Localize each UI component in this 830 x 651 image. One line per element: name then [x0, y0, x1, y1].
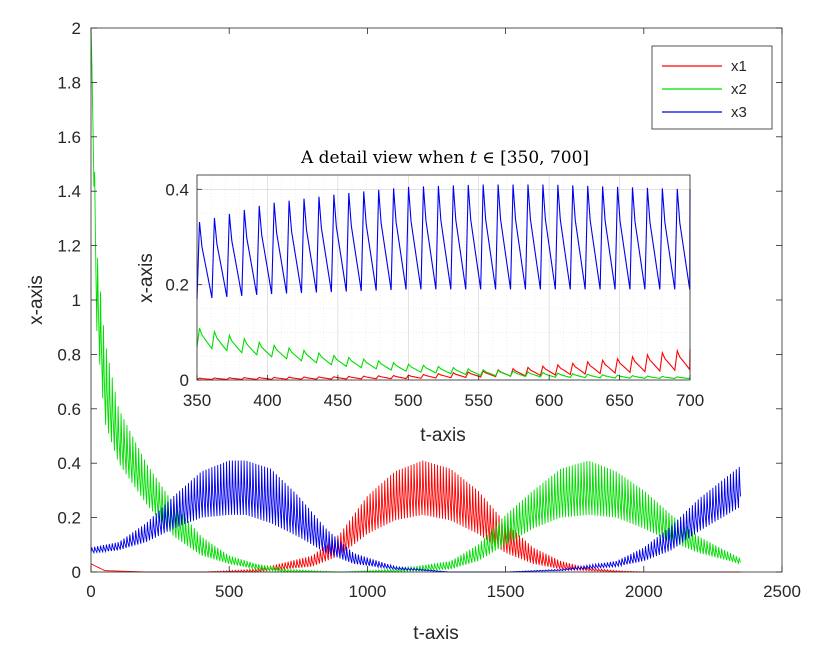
inset-title-interval: [350, 700]: [500, 148, 589, 168]
inset-x-tick-label: 600: [535, 391, 563, 410]
inset-x-tick-label: 650: [605, 391, 633, 410]
main-x-tick-label: 0: [86, 582, 95, 601]
inset-y-axis-label: x-axis: [136, 253, 157, 303]
main-y-tick-label: 0.8: [57, 345, 81, 364]
inset-title-text: A detail view when: [300, 148, 464, 168]
main-y-ticks: 0 0.2 0.4 0.6 0.8 1 1.2 1.4 1.6 1.8 2: [57, 19, 782, 582]
inset-x-tick-label: 400: [253, 391, 281, 410]
inset-y-ticks: 0 0.2 0.4: [165, 180, 202, 390]
main-y-tick-label: 1.4: [57, 182, 81, 201]
inset-plot-area: [197, 175, 690, 380]
main-x-tick-label: 2000: [625, 582, 663, 601]
inset-x-tick-label: 450: [324, 391, 352, 410]
main-x-tick-label: 1000: [348, 582, 386, 601]
legend: x1 x2 x3: [651, 45, 773, 130]
inset-title: A detail view when t ∈ [350, 700]: [300, 148, 589, 168]
inset-series-line-x3: [196, 184, 691, 299]
inset-series-line-x2: [196, 327, 691, 380]
legend-label-x1: x1: [731, 58, 747, 75]
inset-x-ticks: 350 400 450 500 550 600 650 700: [183, 375, 704, 410]
inset-y-tick-label: 0.2: [165, 276, 189, 295]
legend-label-x2: x2: [731, 81, 747, 98]
main-x-axis-label: t-axis: [413, 623, 458, 644]
inset-y-tick-label: 0: [180, 371, 189, 390]
inset-title-variable: t: [470, 148, 477, 168]
inset-series-line-x1: [196, 348, 691, 381]
main-y-tick-label: 1.2: [57, 237, 81, 256]
legend-label-x3: x3: [731, 104, 747, 121]
inset-x-tick-label: 700: [676, 391, 704, 410]
inset-x-tick-label: 550: [465, 391, 493, 410]
inset-axes: 350 400 450 500 550 600 650 700 0 0.2 0.4 A detai…: [136, 148, 704, 446]
main-y-tick-label: 1: [72, 291, 81, 310]
inset-x-axis-label: t-axis: [420, 425, 465, 446]
main-y-tick-label: 0.4: [57, 454, 81, 473]
main-y-tick-label: 1.8: [57, 73, 81, 92]
inset-axes-box: [196, 174, 691, 381]
main-y-tick-label: 0.6: [57, 400, 81, 419]
main-x-tick-label: 500: [215, 582, 243, 601]
main-x-ticks: 0 500 1000 1500 2000 2500: [86, 28, 801, 601]
main-y-tick-label: 0.2: [57, 509, 81, 528]
main-x-tick-label: 2500: [763, 582, 801, 601]
main-y-tick-label: 2: [72, 19, 81, 38]
main-y-tick-label: 0: [72, 563, 81, 582]
inset-x-tick-label: 500: [394, 391, 422, 410]
main-y-axis-label: x-axis: [26, 275, 47, 325]
main-x-tick-label: 1500: [487, 582, 525, 601]
main-series-line-x3: [90, 460, 741, 573]
legend-box: [651, 45, 773, 130]
inset-title-element-of: ∈: [482, 148, 495, 168]
inset-y-tick-label: 0.4: [165, 180, 189, 199]
main-y-tick-label: 1.6: [57, 128, 81, 147]
inset-series-group: [196, 184, 691, 381]
inset-x-tick-label: 350: [183, 391, 211, 410]
